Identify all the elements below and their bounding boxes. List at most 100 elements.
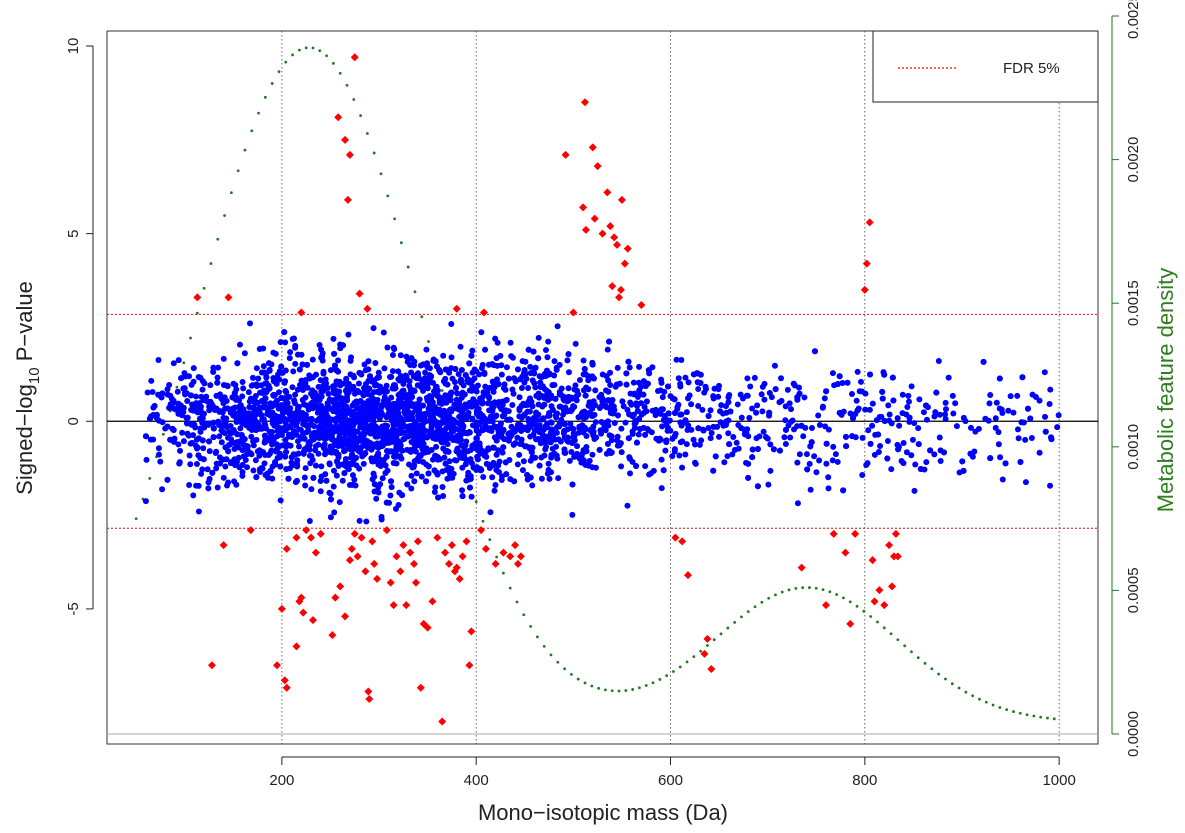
nonsignificant-point: [233, 419, 240, 426]
nonsignificant-point: [528, 449, 535, 456]
nonsignificant-point: [671, 448, 678, 455]
nonsignificant-point: [230, 380, 237, 387]
significant-point: [363, 304, 372, 313]
nonsignificant-point: [214, 379, 221, 386]
nonsignificant-point: [309, 405, 316, 412]
nonsignificant-point: [452, 384, 459, 391]
nonsignificant-point: [478, 329, 485, 336]
nonsignificant-point: [486, 400, 493, 407]
nonsignificant-point: [507, 339, 514, 346]
nonsignificant-point: [354, 387, 361, 394]
nonsignificant-point: [223, 415, 230, 422]
nonsignificant-point: [522, 443, 529, 450]
significant-point: [382, 526, 391, 535]
nonsignificant-point: [262, 436, 269, 443]
nonsignificant-point: [192, 393, 199, 400]
nonsignificant-point: [754, 483, 761, 490]
nonsignificant-point: [489, 462, 496, 469]
nonsignificant-point: [469, 347, 476, 354]
nonsignificant-point: [744, 375, 751, 382]
nonsignificant-point: [268, 433, 275, 440]
nonsignificant-point: [606, 447, 613, 454]
nonsignificant-point: [987, 455, 994, 462]
significant-point: [428, 597, 437, 606]
nonsignificant-point: [844, 379, 851, 386]
nonsignificant-point: [443, 433, 450, 440]
nonsignificant-point: [416, 406, 423, 413]
nonsignificant-point: [282, 387, 289, 394]
nonsignificant-point: [209, 469, 216, 476]
nonsignificant-point: [853, 397, 860, 404]
nonsignificant-point: [388, 394, 395, 401]
nonsignificant-point: [711, 385, 718, 392]
nonsignificant-point: [296, 366, 303, 373]
density-dot: [427, 340, 430, 343]
density-dot: [964, 690, 968, 694]
nonsignificant-point: [544, 354, 551, 361]
nonsignificant-point: [491, 487, 498, 494]
nonsignificant-point: [657, 436, 664, 443]
nonsignificant-point: [309, 356, 316, 363]
nonsignificant-point: [198, 470, 205, 477]
nonsignificant-point: [454, 390, 461, 397]
nonsignificant-point: [260, 363, 267, 370]
nonsignificant-point: [210, 364, 217, 371]
density-dot: [393, 217, 396, 221]
nonsignificant-point: [695, 425, 702, 432]
density-dot: [161, 432, 165, 436]
nonsignificant-point: [716, 433, 723, 440]
nonsignificant-point: [564, 434, 571, 441]
nonsignificant-point: [614, 412, 621, 419]
legend-box: [872, 30, 1099, 103]
nonsignificant-point: [433, 443, 440, 450]
nonsignificant-point: [520, 412, 527, 419]
x-axis: 200 400 600 800 1000: [269, 756, 1076, 789]
nonsignificant-point: [372, 423, 379, 430]
nonsignificant-point: [935, 358, 942, 365]
nonsignificant-point: [794, 500, 801, 507]
nonsignificant-point: [221, 429, 228, 436]
nonsignificant-point: [204, 466, 211, 473]
y-axis-right: 0.0000 0.0005 0.0010 0.0015 0.0020 0.0025: [1111, 0, 1142, 757]
nonsignificant-point: [504, 416, 511, 423]
nonsignificant-point: [431, 467, 438, 474]
nonsignificant-point: [382, 462, 389, 469]
significant-point: [590, 214, 599, 223]
nonsignificant-point: [371, 481, 378, 488]
nonsignificant-point: [323, 411, 330, 418]
nonsignificant-point: [184, 414, 191, 421]
nonsignificant-point: [626, 411, 633, 418]
nonsignificant-point: [829, 457, 836, 464]
nonsignificant-point: [829, 370, 836, 377]
nonsignificant-point: [159, 419, 166, 426]
nonsignificant-point: [896, 422, 903, 429]
nonsignificant-point: [355, 380, 362, 387]
nonsignificant-point: [525, 418, 532, 425]
significant-point: [671, 533, 680, 542]
nonsignificant-point: [186, 482, 193, 489]
nonsignificant-point: [352, 415, 359, 422]
nonsignificant-point: [210, 434, 217, 441]
nonsignificant-point: [663, 437, 670, 444]
nonsignificant-point: [279, 442, 286, 449]
nonsignificant-point: [548, 419, 555, 426]
nonsignificant-point: [302, 411, 309, 418]
nonsignificant-point: [408, 416, 415, 423]
nonsignificant-point: [875, 431, 882, 438]
nonsignificant-point: [455, 371, 462, 378]
nonsignificant-point: [784, 386, 791, 393]
nonsignificant-point: [190, 365, 197, 372]
nonsignificant-point: [301, 417, 308, 424]
nonsignificant-point: [289, 384, 296, 391]
nonsignificant-point: [350, 383, 357, 390]
nonsignificant-point: [754, 402, 761, 409]
nonsignificant-point: [310, 474, 317, 481]
density-dot: [556, 660, 560, 664]
nonsignificant-point: [331, 509, 338, 516]
density-dot: [536, 635, 539, 639]
nonsignificant-point: [455, 399, 462, 406]
nonsignificant-point: [509, 354, 516, 361]
nonsignificant-point: [255, 375, 262, 382]
nonsignificant-point: [390, 432, 397, 439]
nonsignificant-point: [501, 436, 508, 443]
